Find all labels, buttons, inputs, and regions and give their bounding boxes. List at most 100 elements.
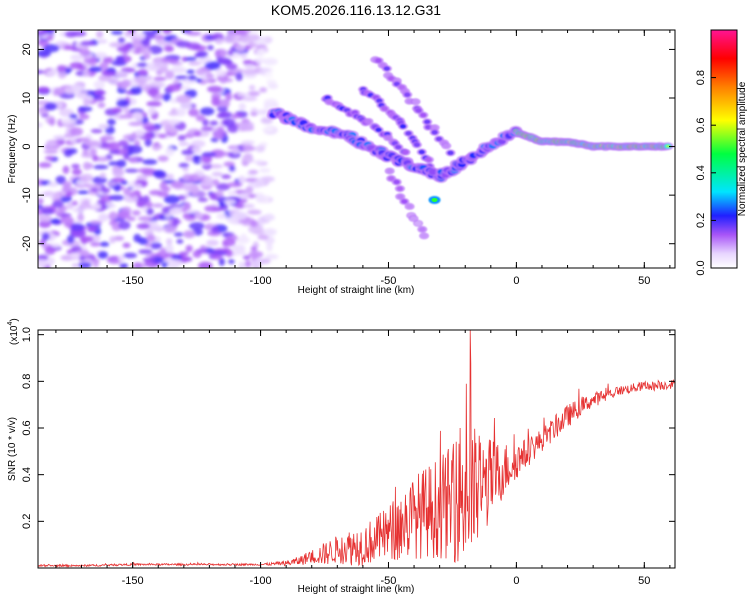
noise-blob — [154, 34, 165, 41]
noise-blob — [108, 194, 125, 201]
y-tick-label: 0.2 — [21, 514, 33, 529]
noise-blob — [55, 209, 64, 216]
noise-blob — [112, 107, 123, 114]
noise-blob — [266, 79, 277, 85]
noise-blob — [222, 238, 236, 247]
colorbar-ticks: 0.0 0.2 0.4 0.6 0.8 — [695, 70, 716, 276]
snr-line-group — [38, 330, 675, 568]
noise-blob — [188, 61, 201, 66]
noise-blob — [38, 214, 53, 222]
noise-blob — [44, 246, 56, 255]
noise-blob — [185, 244, 193, 253]
noise-blob — [216, 105, 228, 112]
noise-blob — [41, 207, 55, 215]
noise-blob — [79, 201, 91, 210]
noise-blob — [53, 135, 67, 140]
noise-blob — [163, 225, 177, 234]
noise-blob — [172, 217, 180, 226]
spectrogram-x-label: Height of straight line (km) — [298, 285, 415, 296]
noise-blob — [181, 102, 192, 110]
noise-blob — [71, 200, 78, 206]
noise-blob — [227, 49, 234, 56]
noise-blob — [150, 227, 167, 232]
noise-blob — [157, 155, 169, 162]
colorbar-label: Normalized spectral amplitude — [737, 81, 748, 216]
noise-blob — [101, 187, 111, 194]
noise-blob — [122, 242, 131, 249]
noise-blob — [97, 251, 109, 259]
noise-blob — [166, 173, 175, 180]
noise-blob — [188, 174, 201, 182]
noise-blob — [123, 153, 130, 160]
y-tick-label: 0 — [21, 144, 33, 150]
noise-blob — [80, 173, 94, 183]
noise-blob — [185, 42, 202, 50]
noise-blob — [181, 149, 195, 156]
noise-blob — [159, 247, 167, 257]
noise-blob — [38, 162, 52, 168]
noise-blob — [109, 42, 125, 48]
noise-blob — [220, 79, 227, 84]
noise-blob — [43, 44, 60, 53]
noise-blob — [49, 218, 61, 224]
main-trace-right — [510, 127, 674, 151]
noise-blob — [99, 241, 110, 247]
x-tick-label: -100 — [250, 575, 272, 587]
noise-blob — [195, 248, 209, 253]
spectrogram-marks — [38, 30, 674, 268]
noise-blob — [204, 61, 221, 70]
trace-blob — [431, 125, 438, 130]
noise-blob — [216, 183, 231, 191]
noise-blob — [245, 186, 254, 194]
noise-blob — [265, 230, 277, 236]
trace-blob — [412, 99, 419, 104]
noise-blob — [212, 250, 228, 257]
noise-blob — [142, 159, 158, 165]
noise-blob — [247, 209, 262, 215]
x-tick-label: -150 — [122, 575, 144, 587]
trace-blob — [443, 143, 450, 149]
noise-blob — [170, 181, 184, 189]
trace-blob — [404, 92, 411, 98]
noise-blob — [238, 192, 250, 200]
trace-blob — [386, 168, 393, 174]
noise-blob — [197, 197, 209, 202]
x-tick-label: -150 — [122, 275, 144, 287]
noise-blob — [99, 136, 115, 141]
noise-blob — [240, 36, 252, 44]
noise-blob — [47, 181, 59, 188]
snr-scale-base: (x10 — [9, 325, 20, 345]
noise-blob — [44, 155, 54, 161]
x-tick-label: 50 — [638, 575, 650, 587]
noise-blob — [165, 147, 175, 157]
noise-blob — [106, 181, 118, 186]
noise-blob — [82, 161, 91, 171]
noise-blob — [69, 252, 81, 258]
snr-scale-exp: 4 — [7, 322, 14, 326]
noise-blob — [213, 130, 220, 140]
noise-blob — [170, 66, 187, 74]
noise-blob — [46, 70, 57, 76]
noise-blob — [200, 107, 215, 116]
noise-blob — [43, 190, 55, 197]
trace-blob — [387, 176, 395, 181]
noise-blob — [134, 77, 148, 84]
noise-blob — [184, 56, 197, 62]
noise-blob — [196, 50, 209, 58]
noise-blob — [195, 78, 203, 83]
trace-blob — [425, 157, 433, 162]
spectrogram-x-ticks: -150 -100 -50 0 50 — [55, 30, 671, 287]
noise-blob — [169, 207, 183, 215]
noise-blob — [138, 237, 149, 245]
noise-blob — [250, 246, 258, 252]
noise-blob — [235, 72, 243, 81]
trace-blob — [410, 216, 417, 221]
noise-blob — [188, 108, 200, 117]
noise-blob — [240, 52, 248, 60]
noise-blob — [251, 30, 259, 33]
noise-blob — [255, 57, 266, 64]
trace-blob — [375, 58, 382, 63]
noise-blob — [247, 90, 261, 97]
noise-blob — [56, 65, 67, 73]
noise-blob — [176, 239, 184, 244]
